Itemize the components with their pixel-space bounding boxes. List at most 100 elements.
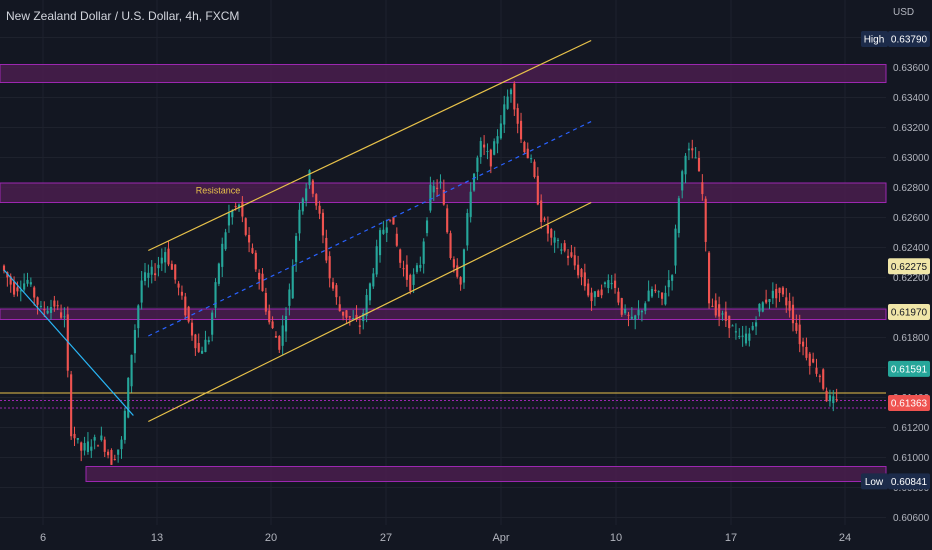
price-label-value: 0.62275 bbox=[891, 262, 928, 273]
candle-body bbox=[352, 318, 355, 320]
price-label-value: 0.61591 bbox=[891, 364, 928, 375]
candle-body bbox=[143, 272, 147, 281]
candle-body bbox=[765, 299, 768, 303]
candle-body bbox=[231, 210, 234, 218]
candle-body bbox=[194, 334, 197, 349]
candle-body bbox=[395, 233, 398, 246]
candle-body bbox=[516, 108, 519, 124]
candle-body bbox=[375, 246, 378, 275]
candle-body bbox=[684, 155, 687, 175]
candle-body bbox=[405, 264, 408, 280]
candle-body bbox=[33, 287, 36, 298]
candle-body bbox=[301, 198, 304, 212]
y-tick-label: 0.61000 bbox=[893, 453, 930, 464]
candle-body bbox=[90, 446, 93, 451]
symbol-title[interactable]: New Zealand Dollar / U.S. Dollar, 4h, FX… bbox=[6, 9, 240, 23]
candle-body bbox=[644, 303, 647, 311]
candle-body bbox=[503, 104, 506, 125]
candle-body bbox=[718, 304, 721, 317]
price-label-box bbox=[888, 360, 930, 377]
candle-body bbox=[271, 321, 274, 329]
candle-body bbox=[436, 187, 439, 189]
candle-body bbox=[358, 325, 361, 327]
candle-body bbox=[305, 188, 308, 201]
candle-body bbox=[674, 228, 677, 266]
candle-body bbox=[429, 184, 432, 211]
candle-body bbox=[714, 300, 717, 316]
y-tick-label: 0.62600 bbox=[893, 213, 930, 224]
candle-body bbox=[321, 212, 325, 236]
candle-body bbox=[677, 198, 680, 233]
candle-body bbox=[570, 252, 573, 257]
y-axis[interactable]: 0.606000.608000.610000.612000.614000.616… bbox=[893, 33, 930, 524]
candle-body bbox=[664, 292, 667, 305]
candle-body bbox=[180, 291, 184, 296]
x-tick-label: 13 bbox=[151, 532, 163, 544]
candle-body bbox=[731, 325, 734, 327]
candle-body bbox=[681, 171, 684, 191]
candle-body bbox=[425, 220, 429, 234]
candle-body bbox=[530, 158, 533, 160]
candle-body bbox=[815, 367, 818, 374]
candle-body bbox=[472, 173, 476, 191]
y-tick-label: 0.62200 bbox=[893, 273, 930, 284]
candle-body bbox=[190, 322, 194, 336]
x-axis[interactable]: 6 13 20 27 Apr 10 17 24 bbox=[40, 532, 851, 544]
x-tick-label: 10 bbox=[610, 532, 622, 544]
candle-body bbox=[2, 265, 6, 271]
candle-body bbox=[724, 311, 727, 321]
candle-body bbox=[103, 439, 106, 452]
candle-body bbox=[311, 180, 314, 194]
candle-body bbox=[771, 290, 774, 299]
candle-body bbox=[553, 237, 556, 243]
candle-body bbox=[96, 445, 100, 447]
candle-body bbox=[224, 232, 227, 250]
candle-body bbox=[335, 285, 338, 298]
candle-body bbox=[184, 296, 187, 316]
candle-body bbox=[499, 123, 502, 139]
candle-body bbox=[251, 248, 254, 254]
candle-body bbox=[610, 282, 613, 285]
price-label-box bbox=[888, 304, 930, 320]
x-tick-label: 27 bbox=[380, 532, 392, 544]
y-tick-label: 0.62800 bbox=[893, 183, 930, 194]
x-tick-label: Apr bbox=[492, 532, 509, 544]
candle-body bbox=[211, 312, 214, 335]
candle-body bbox=[56, 305, 59, 307]
candle-body bbox=[778, 287, 781, 293]
candle-body bbox=[647, 290, 650, 302]
candle-body bbox=[261, 273, 264, 292]
supply-demand-zones bbox=[0, 64, 887, 482]
price-label-name: Low bbox=[865, 477, 884, 488]
candle-body bbox=[671, 275, 674, 281]
candle-body bbox=[536, 175, 539, 205]
candle-body bbox=[355, 314, 358, 320]
candle-body bbox=[221, 243, 224, 267]
candle-body bbox=[378, 230, 382, 256]
candle-body bbox=[39, 305, 43, 307]
candle-body bbox=[637, 309, 640, 316]
candle-body bbox=[496, 136, 499, 144]
candle-body bbox=[476, 157, 479, 172]
candle-body bbox=[127, 377, 130, 418]
candle-body bbox=[73, 433, 76, 439]
candle-body bbox=[284, 315, 288, 332]
zone-rect bbox=[0, 64, 887, 83]
candle-body bbox=[573, 255, 576, 266]
candle-body bbox=[624, 308, 627, 314]
candle-body bbox=[16, 287, 19, 292]
candle-body bbox=[593, 291, 596, 298]
candle-body bbox=[46, 310, 49, 314]
candle-body bbox=[93, 437, 96, 441]
candle-body bbox=[167, 248, 170, 265]
candle-body bbox=[483, 144, 486, 148]
candle-body bbox=[76, 438, 79, 440]
candle-body bbox=[818, 375, 821, 377]
price-label-box bbox=[888, 395, 930, 412]
candle-body bbox=[704, 198, 707, 242]
candle-body bbox=[6, 272, 9, 278]
candle-body bbox=[49, 307, 53, 313]
candle-body bbox=[409, 275, 412, 291]
price-label-value: 0.61970 bbox=[891, 308, 928, 319]
